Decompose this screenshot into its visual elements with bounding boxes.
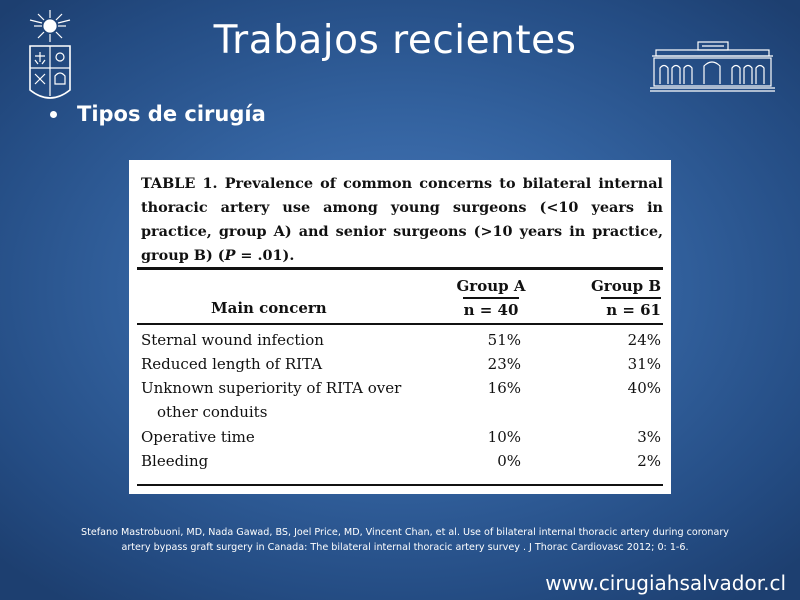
table-row: Operative time 10% 3% (141, 428, 663, 452)
bullet-item: Tipos de cirugía (50, 102, 266, 126)
cell-group-b: 31% (627, 355, 661, 373)
bullet-text: Tipos de cirugía (77, 102, 266, 126)
cell-concern: Operative time (141, 428, 255, 446)
university-crest-icon (29, 10, 71, 99)
website-url: www.cirugiahsalvador.cl (545, 571, 786, 595)
cell-concern: Unknown superiority of RITA over (141, 379, 402, 397)
cell-group-a: 51% (487, 331, 521, 349)
header-main-concern: Main concern (211, 299, 327, 317)
table-header-rule (137, 323, 663, 325)
cell-group-a: 0% (497, 452, 521, 470)
cell-concern-continued: other conduits (157, 403, 268, 421)
table-row: Sternal wound infection 51% 24% (141, 331, 663, 355)
table-caption-tail: = .01). (235, 247, 295, 264)
cell-concern: Sternal wound infection (141, 331, 324, 349)
cell-group-a: 23% (487, 355, 521, 373)
citation-line-2: artery bypass graft surgery in Canada: T… (121, 542, 689, 553)
header-group-b-underline (601, 297, 661, 299)
bullet-dot (50, 110, 57, 118)
table-header: Main concern Group A n = 40 Group B n = … (141, 273, 663, 321)
header-group-a-n: n = 40 (463, 301, 519, 319)
table-row: Reduced length of RITA 23% 31% (141, 355, 663, 379)
table-top-rule (137, 267, 663, 270)
header-group-b: Group B (590, 277, 661, 295)
cell-group-a: 10% (487, 428, 521, 446)
citation-line-1: Stefano Mastrobuoni, MD, Nada Gawad, BS,… (81, 527, 729, 538)
citation: Stefano Mastrobuoni, MD, Nada Gawad, BS,… (50, 525, 760, 555)
cell-group-b: 40% (627, 379, 661, 397)
caption-p-symbol: P (224, 247, 236, 264)
cell-group-a: 16% (487, 379, 521, 397)
table-bottom-rule (137, 484, 663, 486)
header-group-b-n: n = 61 (606, 301, 661, 319)
cell-group-b: 2% (637, 452, 661, 470)
slide-title: Trabajos recientes (213, 18, 577, 63)
cell-concern: Bleeding (141, 452, 209, 470)
header-group-a: Group A (456, 277, 526, 295)
table-caption-text: TABLE 1. Prevalence of common concerns t… (141, 175, 663, 264)
cell-group-b: 24% (627, 331, 661, 349)
table-figure: TABLE 1. Prevalence of common concerns t… (129, 160, 671, 494)
cell-concern: Reduced length of RITA (141, 355, 323, 373)
table-caption: TABLE 1. Prevalence of common concerns t… (141, 172, 663, 268)
header-group-a-underline (463, 297, 519, 299)
cell-group-b: 3% (637, 428, 661, 446)
table-row: Unknown superiority of RITA over other c… (141, 379, 663, 427)
hospital-building-icon (650, 41, 775, 92)
table-row: Bleeding 0% 2% (141, 452, 663, 476)
